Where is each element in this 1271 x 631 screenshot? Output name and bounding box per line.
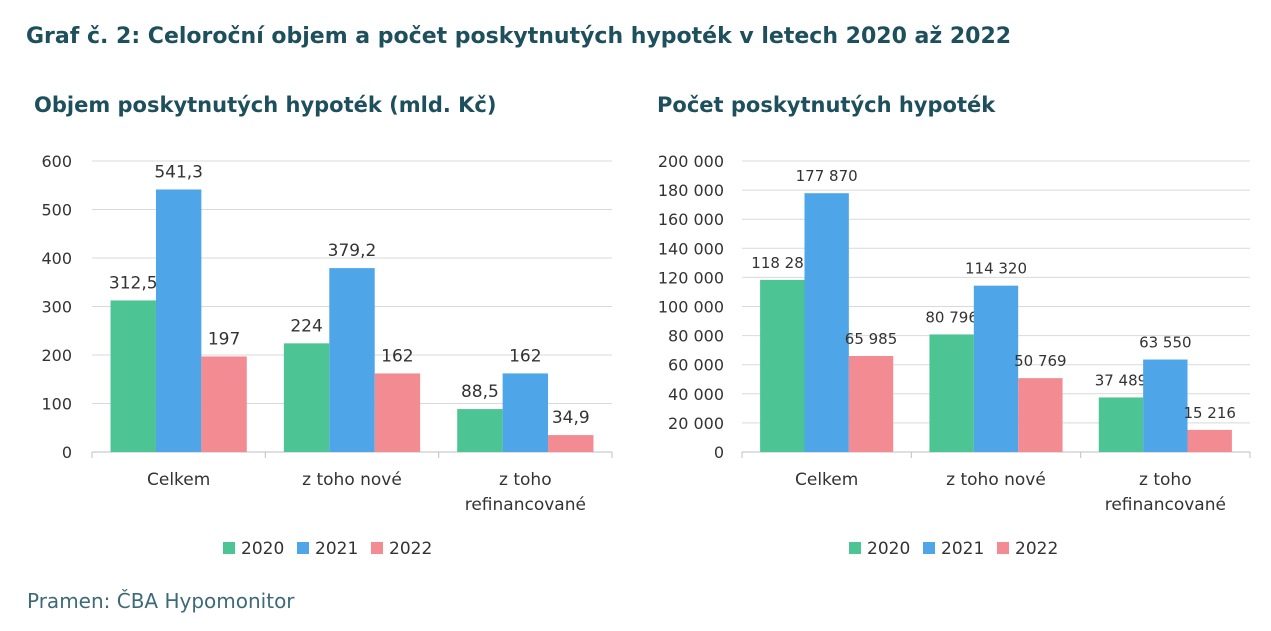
volume-legend-label: 2022 [389,539,432,559]
volume-data-label: 88,5 [461,382,499,402]
count-ytick-label: 100 000 [658,298,724,317]
count-bar-2021 [804,193,849,452]
volume-bar-2022 [374,373,421,452]
volume-ytick-label: 300 [41,298,72,317]
count-bar-2022 [1018,378,1063,452]
volume-bar-2021 [329,268,375,452]
volume-bar-2021 [502,373,549,452]
chart-title-volume: Objem poskytnutých hypoték (mld. Kč) [34,93,497,117]
volume-ytick-label: 0 [62,443,72,462]
volume-data-label: 379,2 [328,241,377,261]
count-legend-label: 2021 [941,539,984,559]
count-ytick-label: 180 000 [658,181,724,200]
count-bar-2022 [1187,429,1232,452]
chart-title-count: Počet poskytnutých hypoték [657,93,996,117]
chart-volume: 0 100 200 300 400 500 600 312,5 541,3 197 Celkem 22… [41,152,613,559]
volume-data-label: 162 [509,346,541,366]
count-data-label: 37 489 [1095,371,1148,389]
count-legend-label: 2020 [867,539,910,559]
page-title: Graf č. 2: Celoroční objem a počet posky… [26,24,1012,49]
volume-category-label: z toho nové [302,470,402,490]
volume-category-label: Celkem [147,470,210,490]
volume-ytick-label: 200 [41,346,72,365]
volume-legend-label: 2021 [315,539,358,559]
count-legend-label: 2022 [1015,539,1058,559]
volume-category-label: refinancované [465,495,586,515]
volume-ytick-label: 600 [41,152,72,171]
volume-data-label: 197 [208,329,240,349]
volume-bar-2020 [110,300,156,452]
count-ytick-label: 0 [714,443,724,462]
count-data-label: 63 550 [1139,334,1192,352]
volume-data-label: 224 [290,316,322,336]
count-ytick-label: 40 000 [668,385,724,404]
count-category-label: z toho nové [946,470,1046,490]
volume-data-label: 312,5 [109,273,158,293]
count-data-label: 80 796 [925,308,978,326]
count-bar-2020 [1098,397,1144,452]
count-data-label: 50 769 [1014,352,1067,370]
count-category-label: Celkem [795,470,858,490]
count-bar-2020 [760,279,805,452]
count-data-label: 114 320 [965,260,1027,278]
count-bar-2020 [929,334,974,452]
volume-data-label: 34,9 [552,408,590,428]
count-ytick-label: 120 000 [658,268,724,287]
volume-bar-2021 [155,189,202,453]
count-category-label: z toho [1139,470,1192,490]
count-data-label: 65 985 [845,330,898,348]
count-ytick-label: 140 000 [658,239,724,258]
volume-legend-swatch-2022 [371,542,383,554]
volume-category-label: z toho [499,470,552,490]
count-ytick-label: 80 000 [668,327,724,346]
count-ytick-label: 200 000 [658,152,724,171]
count-bar-2022 [848,355,894,452]
volume-bar-2020 [283,343,330,452]
volume-ytick-label: 500 [41,201,72,220]
count-ytick-label: 160 000 [658,210,724,229]
count-data-label: 15 216 [1183,404,1236,422]
volume-legend-swatch-2021 [297,542,309,554]
volume-bar-2020 [457,409,503,452]
count-ytick-label: 60 000 [668,356,724,375]
volume-legend-label: 2020 [241,539,284,559]
source-note: Pramen: ČBA Hypomonitor [27,589,295,613]
volume-data-label: 162 [381,346,413,366]
count-legend-swatch-2020 [849,542,861,554]
count-data-label: 177 870 [796,167,858,185]
count-legend-swatch-2022 [997,542,1009,554]
count-bar-2021 [973,285,1019,452]
count-legend-swatch-2021 [923,542,935,554]
volume-legend-swatch-2020 [223,542,235,554]
volume-bar-2022 [548,435,594,452]
count-bar-2021 [1143,359,1188,452]
volume-ytick-label: 100 [41,395,72,414]
volume-bar-2022 [201,356,247,452]
count-data-label: 118 285 [751,254,813,272]
count-category-label: refinancované [1105,495,1226,515]
count-ytick-label: 20 000 [668,414,724,433]
volume-data-label: 541,3 [154,162,203,182]
volume-ytick-label: 400 [41,249,72,268]
